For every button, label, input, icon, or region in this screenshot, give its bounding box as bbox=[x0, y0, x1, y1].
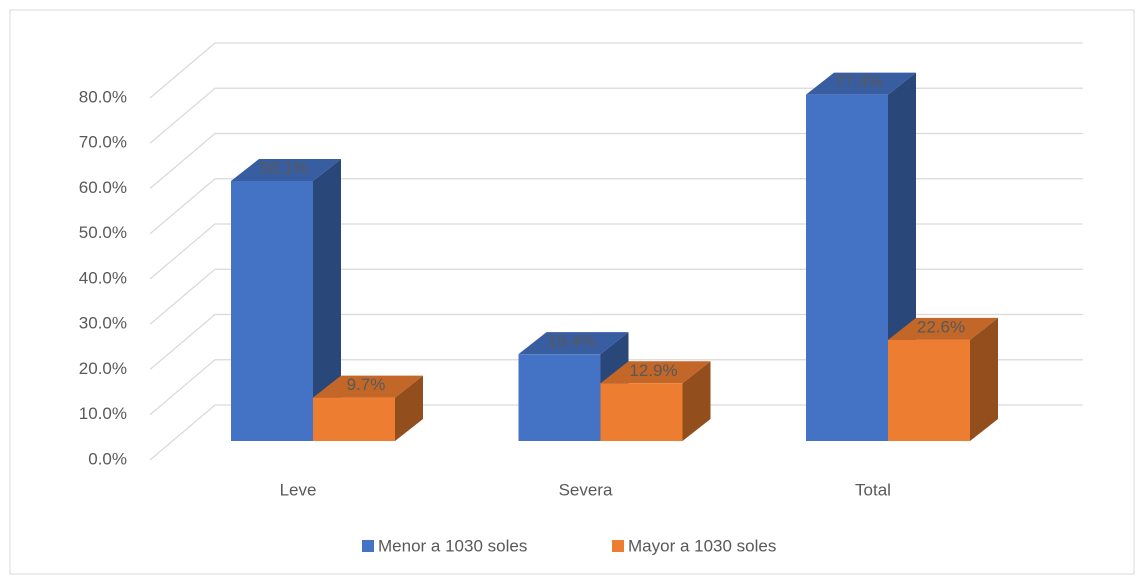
x-tick-label: Total bbox=[855, 480, 891, 499]
grid-line bbox=[149, 313, 1083, 370]
y-tick-label: 30.0% bbox=[79, 314, 127, 333]
y-tick-label: 60.0% bbox=[79, 178, 127, 197]
x-tick-label: Leve bbox=[280, 480, 317, 499]
bar bbox=[313, 375, 423, 441]
grid-line bbox=[149, 87, 1083, 144]
legend-swatch bbox=[612, 540, 624, 552]
grid-line bbox=[149, 223, 1083, 280]
bar-front bbox=[888, 339, 970, 441]
bar-side bbox=[313, 159, 341, 441]
bar-front bbox=[806, 94, 888, 441]
value-label: 9.7% bbox=[347, 375, 386, 394]
bar bbox=[600, 361, 711, 441]
y-tick-label: 50.0% bbox=[79, 223, 127, 242]
bar bbox=[231, 159, 341, 441]
y-tick-label: 20.0% bbox=[79, 359, 127, 378]
value-label: 77.4% bbox=[835, 72, 883, 91]
value-label: 19.4% bbox=[547, 332, 595, 351]
bar-top bbox=[231, 159, 341, 182]
legend-label: Mayor a 1030 soles bbox=[628, 536, 776, 555]
legend-label: Menor a 1030 soles bbox=[378, 536, 527, 555]
grid-line bbox=[149, 42, 1083, 99]
bar-top bbox=[313, 375, 423, 398]
grid-line bbox=[149, 132, 1083, 189]
value-label: 12.9% bbox=[629, 361, 677, 380]
bar bbox=[888, 317, 998, 441]
bar-front bbox=[600, 383, 683, 441]
grid-line bbox=[149, 268, 1083, 325]
grid-line bbox=[149, 359, 1083, 416]
y-tick-label: 0.0% bbox=[88, 449, 127, 468]
bar-top bbox=[600, 361, 711, 384]
grid-line bbox=[149, 404, 1083, 461]
bar-top bbox=[888, 317, 998, 340]
grid-line bbox=[149, 178, 1083, 235]
y-tick-label: 70.0% bbox=[79, 133, 127, 152]
y-tick-label: 40.0% bbox=[79, 268, 127, 287]
bar-side bbox=[682, 361, 711, 441]
bar-front bbox=[313, 397, 395, 441]
bar-side bbox=[395, 375, 423, 441]
value-label: 22.6% bbox=[917, 317, 965, 336]
chart-border bbox=[9, 9, 1135, 575]
y-tick-label: 10.0% bbox=[79, 404, 127, 423]
bar-top bbox=[518, 332, 629, 355]
y-tick-label: 80.0% bbox=[79, 87, 127, 106]
bar-side bbox=[970, 317, 998, 441]
value-label: 58.1% bbox=[260, 158, 308, 177]
legend-swatch bbox=[362, 540, 374, 552]
x-tick-label: Severa bbox=[559, 480, 613, 499]
bar-front bbox=[518, 354, 601, 441]
bar-top bbox=[806, 72, 916, 95]
bar-front bbox=[231, 181, 313, 441]
